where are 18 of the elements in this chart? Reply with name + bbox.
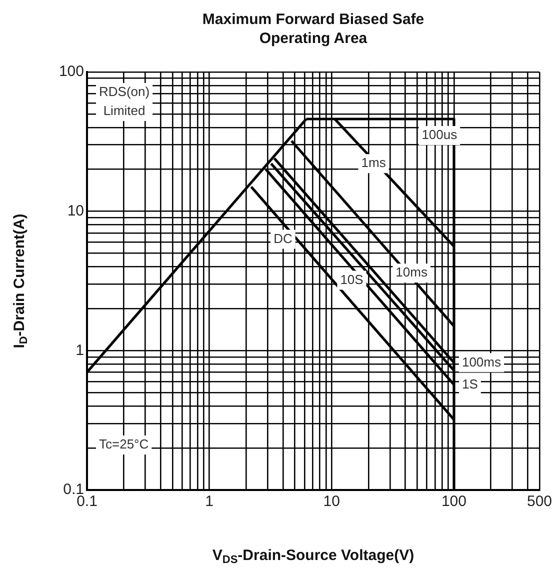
annotation: 1ms xyxy=(361,155,386,170)
y-tick-label: 1 xyxy=(76,342,84,359)
annotation: Tc=25°C xyxy=(99,436,149,452)
annotation: RDS(on) Limited xyxy=(98,84,150,118)
annotation: DC xyxy=(274,230,292,246)
annotation: 10ms xyxy=(396,264,428,280)
x-tick-label: 100 xyxy=(441,493,466,510)
annotation: 10S xyxy=(340,272,364,287)
x-tick-label: 10 xyxy=(323,493,340,510)
x-tick-label: 1 xyxy=(205,493,214,510)
y-axis-title: ID-Drain Current(A) xyxy=(11,214,30,348)
annotation: 100ms xyxy=(462,354,502,370)
y-tick-label: 10 xyxy=(67,202,84,220)
annotation: 100us xyxy=(422,127,458,142)
annotation: 1S xyxy=(462,376,478,392)
x-tick-label: 500 xyxy=(526,493,552,510)
y-tick-label: 100 xyxy=(58,63,84,80)
chart-title: Maximum Forward Biased Safe Operating Area xyxy=(202,11,424,48)
